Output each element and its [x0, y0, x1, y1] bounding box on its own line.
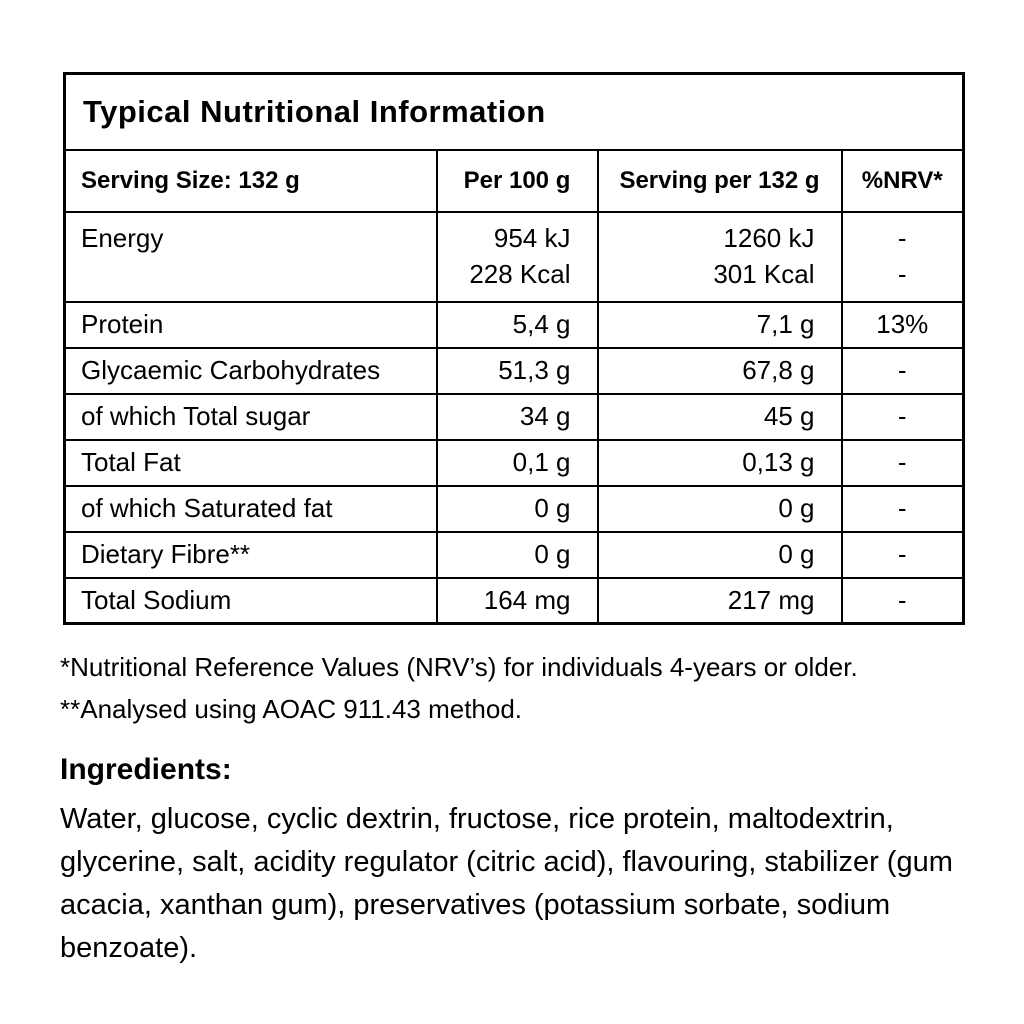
column-header-nrv: %NRV*	[840, 148, 965, 213]
row-value-nrv: -	[840, 576, 965, 625]
table-row-energy: Energy 954 kJ 228 Kcal 1260 kJ 301 Kcal …	[63, 210, 965, 303]
row-value-per-100g: 0,1 g	[435, 438, 599, 487]
row-label: of which Saturated fat	[63, 484, 438, 533]
table-row-dietary-fibre: Dietary Fibre** 0 g 0 g -	[63, 530, 965, 579]
table-row-total-sodium: Total Sodium 164 mg 217 mg -	[63, 576, 965, 625]
row-label: of which Total sugar	[63, 392, 438, 441]
table-row-saturated-fat: of which Saturated fat 0 g 0 g -	[63, 484, 965, 533]
row-label: Dietary Fibre**	[63, 530, 438, 579]
row-label: Glycaemic Carbohydrates	[63, 346, 438, 395]
table-title: Typical Nutritional Information	[63, 72, 965, 151]
row-value-per-100g: 954 kJ 228 Kcal	[435, 210, 599, 303]
row-value-per-100g: 0 g	[435, 484, 599, 533]
table-row-total-fat: Total Fat 0,1 g 0,13 g -	[63, 438, 965, 487]
column-header-per-serving: Serving per 132 g	[596, 148, 843, 213]
row-label: Energy	[63, 210, 438, 303]
table-header-row: Serving Size: 132 g Per 100 g Serving pe…	[63, 148, 965, 213]
row-value-nrv: -	[840, 530, 965, 579]
row-value-per-100g: 0 g	[435, 530, 599, 579]
row-value-per-serving: 0 g	[596, 530, 843, 579]
row-value-per-serving: 67,8 g	[596, 346, 843, 395]
table-row-glycaemic-carbohydrates: Glycaemic Carbohydrates 51,3 g 67,8 g -	[63, 346, 965, 395]
row-value-per-serving: 45 g	[596, 392, 843, 441]
table-row-protein: Protein 5,4 g 7,1 g 13%	[63, 300, 965, 349]
row-value-per-100g: 34 g	[435, 392, 599, 441]
row-value-per-serving: 0,13 g	[596, 438, 843, 487]
row-value-nrv: -	[840, 484, 965, 533]
row-label: Total Fat	[63, 438, 438, 487]
nutrition-table: Typical Nutritional Information Serving …	[63, 72, 966, 625]
row-label: Total Sodium	[63, 576, 438, 625]
row-value-per-100g: 51,3 g	[435, 346, 599, 395]
row-value-per-100g: 5,4 g	[435, 300, 599, 349]
footnote-nrv: *Nutritional Reference Values (NRV’s) fo…	[60, 652, 858, 682]
ingredients-section: Ingredients: Water, glucose, cyclic dext…	[60, 753, 955, 970]
ingredients-heading: Ingredients:	[60, 753, 232, 786]
row-value-nrv: -	[840, 438, 965, 487]
row-value-nrv: -	[840, 346, 965, 395]
row-value-nrv: 13%	[840, 300, 965, 349]
table-title-row: Typical Nutritional Information	[63, 72, 965, 151]
row-value-per-serving: 0 g	[596, 484, 843, 533]
row-value-per-serving: 1260 kJ 301 Kcal	[596, 210, 843, 303]
row-value-per-serving: 7,1 g	[596, 300, 843, 349]
footnotes: *Nutritional Reference Values (NRV’s) fo…	[60, 646, 990, 730]
row-value-nrv: - -	[840, 210, 965, 303]
row-value-nrv: -	[840, 392, 965, 441]
row-value-per-serving: 217 mg	[596, 576, 843, 625]
footnote-aoac-method: **Analysed using AOAC 911.43 method.	[60, 694, 523, 724]
column-header-serving-size: Serving Size: 132 g	[63, 148, 438, 213]
column-header-per-100g: Per 100 g	[435, 148, 599, 213]
ingredients-text: Water, glucose, cyclic dextrin, fructose…	[60, 803, 953, 964]
row-label: Protein	[63, 300, 438, 349]
row-value-per-100g: 164 mg	[435, 576, 599, 625]
table-row-total-sugar: of which Total sugar 34 g 45 g -	[63, 392, 965, 441]
